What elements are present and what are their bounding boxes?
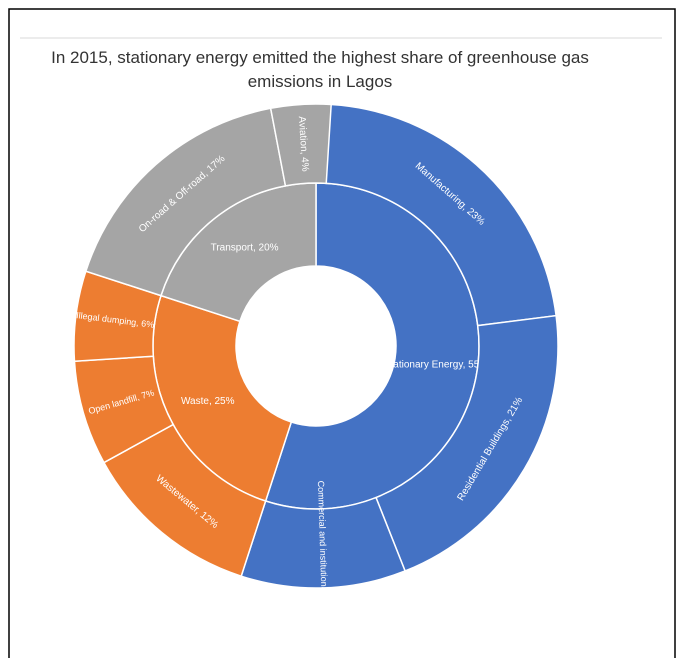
inner-label: Waste, 25% xyxy=(181,396,235,407)
outer-label: Aviation, 4% xyxy=(296,116,310,172)
outer-segment xyxy=(269,103,332,187)
title-box: In 2015, stationary energy emitted the h… xyxy=(51,48,589,91)
chart-title: In 2015, stationary energy emitted the h… xyxy=(51,48,589,91)
inner-label: Stationary Energy, 55% xyxy=(384,360,488,371)
outer-label: Commercial and institutional, 11% xyxy=(316,481,330,617)
inner-label: Transport, 20% xyxy=(211,242,279,253)
